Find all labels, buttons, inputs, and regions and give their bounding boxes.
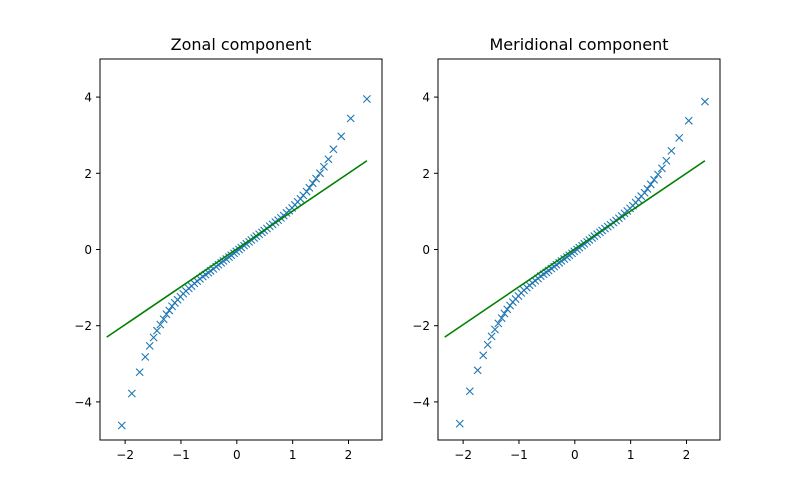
zonal-chart-title: Zonal component [171,35,312,54]
meridional-chart-title: Meridional component [489,35,668,54]
meridional-data-point [497,314,506,323]
zonal-data-point [165,306,174,315]
meridional-data-point [650,175,659,184]
zonal-x-tick-label: 1 [289,448,297,462]
zonal-data-point [312,174,321,183]
meridional-data-point [473,366,482,375]
zonal-data-point [324,155,333,164]
zonal-y-tick-label: 0 [84,243,92,257]
zonal-data-point [127,389,136,398]
meridional-data-point [667,146,676,155]
meridional-data-point [640,188,649,197]
zonal-scatter-series [117,95,371,430]
meridional-data-point [657,164,666,173]
zonal-data-point [141,352,150,361]
zonal-reference-line [106,160,368,338]
zonal-x-tick-label: −2 [116,448,134,462]
zonal-data-point [319,162,328,171]
meridional-data-point [487,332,496,341]
meridional-data-point [684,116,693,125]
meridional-data-point [503,305,512,314]
meridional-data-point [455,419,464,428]
meridional-y-tick-label: −2 [412,319,430,333]
zonal-data-point [308,179,317,188]
zonal-data-point [149,333,158,342]
meridional-x-tick-label: −1 [510,448,528,462]
meridional-data-point [662,156,671,165]
zonal-panel: Zonal component −2 −1 0 1 2 −4 −2 0 2 4 [74,35,383,462]
zonal-data-point [162,310,171,319]
zonal-data-point [145,341,154,350]
meridional-data-point [483,340,492,349]
meridional-data-point [654,170,663,179]
zonal-data-point [135,368,144,377]
meridional-x-tick-label: 0 [571,448,579,462]
meridional-data-point [490,325,499,334]
meridional-y-tick-label: 0 [422,243,430,257]
meridional-x-tick-label: 2 [683,448,691,462]
zonal-data-point [337,132,346,141]
meridional-data-point [465,387,474,396]
meridional-data-point [643,184,652,193]
meridional-y-tick-label: −4 [412,395,430,409]
meridional-data-point [646,180,655,189]
meridional-data-point [675,133,684,142]
meridional-data-point [479,351,488,360]
meridional-data-point [500,309,509,318]
zonal-y-tick-label: −2 [74,319,92,333]
zonal-data-point [159,315,168,324]
zonal-y-tick-label: 2 [84,167,92,181]
meridional-x-tick-label: −2 [454,448,472,462]
zonal-x-tick-label: 0 [233,448,241,462]
meridional-reference-line [444,160,706,338]
zonal-data-point [152,326,161,335]
zonal-data-point [362,95,371,103]
meridional-data-point [494,319,503,328]
zonal-data-point [329,145,338,154]
zonal-x-tick-label: −1 [172,448,190,462]
zonal-data-point [156,320,165,329]
zonal-x-tick-label: 2 [345,448,353,462]
zonal-data-point [316,169,325,178]
meridional-y-tick-label: 4 [422,91,430,105]
meridional-data-point [700,97,709,106]
zonal-data-point [305,183,314,192]
zonal-y-tick-label: −4 [74,395,92,409]
meridional-x-tick-label: 1 [627,448,635,462]
zonal-data-point [302,187,311,196]
zonal-y-tick-label: 4 [84,91,92,105]
meridional-y-tick-label: 2 [422,167,430,181]
zonal-data-point [346,114,355,123]
zonal-data-point [117,421,126,430]
meridional-scatter-series [455,97,709,428]
meridional-panel: Meridional component −2 −1 0 1 2 −4 −2 0 2 4 [412,35,721,462]
